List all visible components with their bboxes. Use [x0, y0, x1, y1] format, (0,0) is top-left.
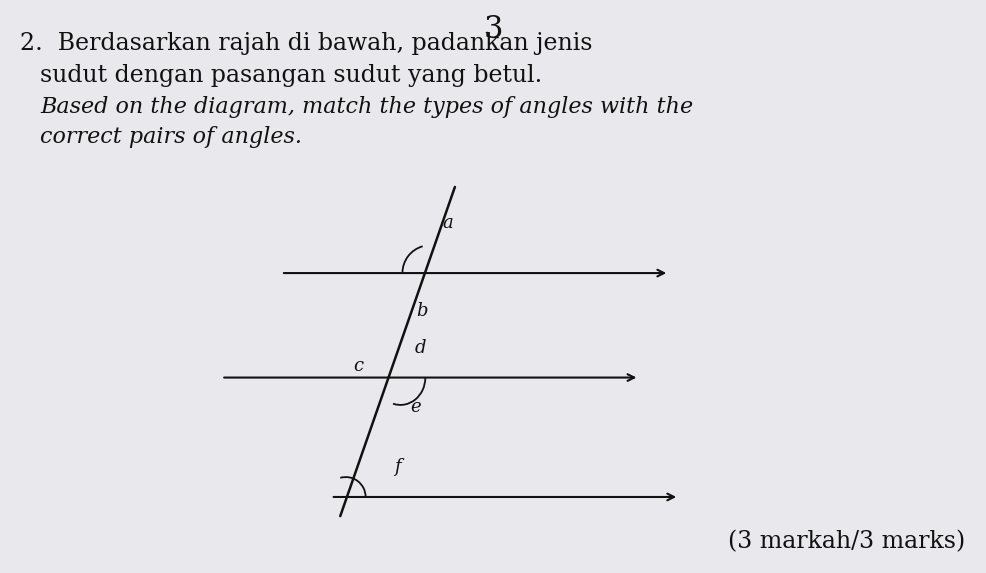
Text: Based on the diagram, match the types of angles with the: Based on the diagram, match the types of…: [40, 96, 693, 118]
Text: 3: 3: [483, 14, 503, 45]
Text: sudut dengan pasangan sudut yang betul.: sudut dengan pasangan sudut yang betul.: [40, 64, 542, 87]
Text: d: d: [414, 339, 426, 357]
Text: correct pairs of angles.: correct pairs of angles.: [40, 126, 302, 148]
Text: a: a: [443, 214, 454, 232]
Text: b: b: [417, 302, 428, 320]
Text: 2.  Berdasarkan rajah di bawah, padankan jenis: 2. Berdasarkan rajah di bawah, padankan …: [21, 32, 593, 55]
Text: e: e: [410, 398, 421, 417]
Text: (3 markah/3 marks): (3 markah/3 marks): [729, 531, 965, 554]
Text: c: c: [354, 356, 364, 375]
Text: f: f: [394, 458, 400, 476]
